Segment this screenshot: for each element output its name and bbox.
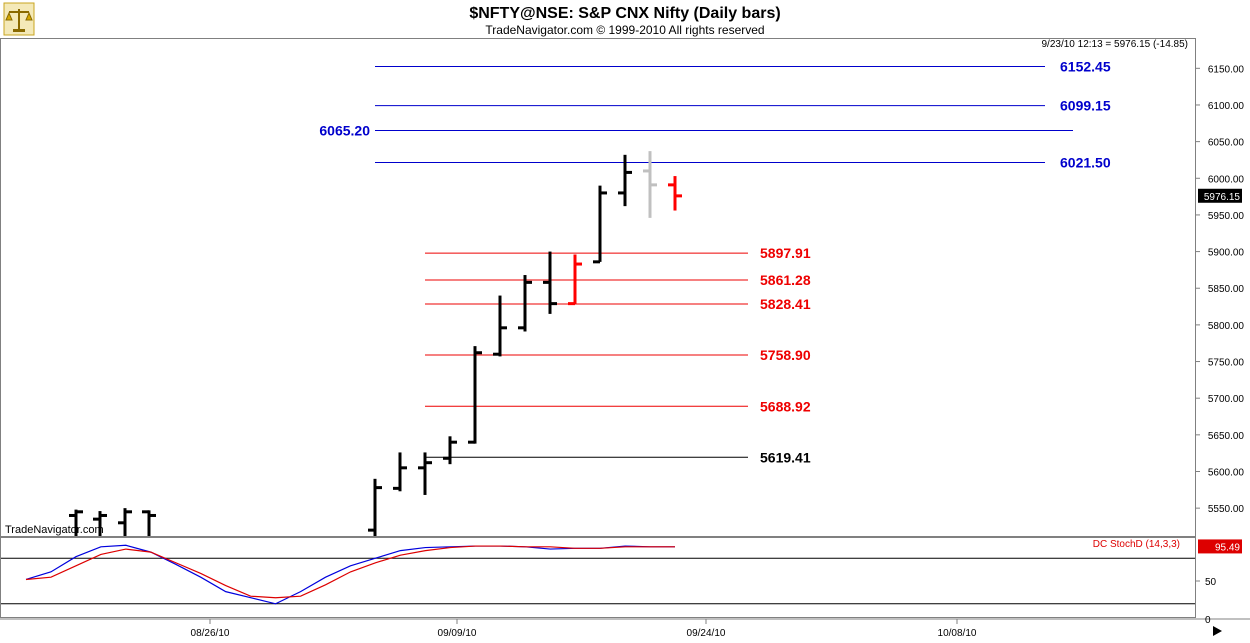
level-label: 5619.41 [760, 449, 811, 465]
ohlc-bar [618, 154, 632, 207]
ohlc-bar [69, 509, 83, 536]
ohlc-bar [568, 254, 582, 306]
ohlc-bar [443, 436, 457, 465]
ohlc-bar [668, 176, 682, 211]
price-tick-label: 5900.00 [1208, 248, 1245, 259]
level-label: 6152.45 [1060, 59, 1111, 75]
scales-icon [3, 2, 35, 36]
level-label: 5688.92 [760, 398, 811, 414]
stoch-tick-label: 0 [1205, 615, 1211, 626]
date-tick-label: 09/24/10 [687, 628, 726, 639]
stoch-value-badge [1198, 539, 1242, 554]
level-label: 5897.91 [760, 245, 811, 261]
stoch-series-line [25, 544, 675, 605]
ohlc-bar [593, 185, 607, 264]
price-tick-label: 6100.00 [1208, 101, 1245, 112]
date-axis: 08/26/10 09/09/10 09/24/10 10/08/10 [191, 619, 1222, 639]
price-tick-label: 5550.00 [1208, 504, 1245, 515]
ohlc-bar [468, 346, 482, 444]
level-label: 5758.90 [760, 347, 811, 363]
last-quote-text: 9/23/10 12:13 = 5976.15 (-14.85) [1041, 39, 1188, 50]
stochastic-panel: 50 0 DC StochD (14,3,3) 95.49 [1, 539, 1242, 626]
ohlc-bar [418, 452, 432, 495]
price-tick-label: 6050.00 [1208, 138, 1245, 149]
ohlc-bar [93, 511, 107, 536]
date-tick-label: 10/08/10 [938, 628, 977, 639]
price-tick-label: 5850.00 [1208, 284, 1245, 295]
stoch-title: DC StochD (14,3,3) [1093, 539, 1180, 550]
ohlc-bar [643, 151, 657, 218]
level-label: 6099.15 [1060, 98, 1111, 114]
level-label: 5861.28 [760, 272, 811, 288]
stoch-value-label: 95.49 [1215, 542, 1240, 553]
price-tick-label: 5600.00 [1208, 467, 1245, 478]
current-price-label: 5976.15 [1204, 192, 1241, 203]
watermark-text: TradeNavigator.com [5, 524, 104, 536]
scroll-right-icon[interactable] [1213, 626, 1222, 636]
level-label: 6021.50 [1060, 155, 1111, 171]
level-label: 5828.41 [760, 296, 811, 312]
copyright-text: TradeNavigator.com © 1999-2010 All right… [485, 23, 765, 37]
ohlc-bar [543, 251, 557, 314]
current-price-badge [1198, 188, 1242, 203]
price-tick-label: 5700.00 [1208, 394, 1245, 405]
stoch-series-line [25, 545, 675, 599]
price-tick-label: 6150.00 [1208, 64, 1245, 75]
price-tick-label: 5950.00 [1208, 211, 1245, 222]
ohlc-bar [142, 510, 156, 536]
chart-title: $NFTY@NSE: S&P CNX Nifty (Daily bars) [469, 5, 781, 22]
ohlc-bar [368, 478, 382, 536]
date-tick-label: 08/26/10 [191, 628, 230, 639]
price-tick-label: 5750.00 [1208, 358, 1245, 369]
price-axis: 6150.00 6100.00 6050.00 6000.00 5950.00 5900.… [1195, 64, 1244, 515]
price-tick-label: 6000.00 [1208, 174, 1245, 185]
fibonacci-levels: 6152.45 6099.15 6065.20 6021.50 5897.91 5861.… [319, 59, 1110, 466]
price-bars [69, 151, 682, 536]
stoch-panel-frame [0, 537, 1196, 618]
stoch-tick-label: 50 [1205, 577, 1217, 588]
price-panel-frame [0, 38, 1196, 537]
level-label: 6065.20 [319, 122, 370, 138]
ohlc-bar [393, 452, 407, 492]
ohlc-bar [518, 275, 532, 332]
ohlc-bar [493, 295, 507, 357]
price-tick-label: 5650.00 [1208, 431, 1245, 442]
date-tick-label: 09/09/10 [438, 628, 477, 639]
chart-header: $NFTY@NSE: S&P CNX Nifty (Daily bars) Tr… [0, 0, 1250, 38]
price-tick-label: 5800.00 [1208, 321, 1245, 332]
ohlc-bar [118, 508, 132, 536]
